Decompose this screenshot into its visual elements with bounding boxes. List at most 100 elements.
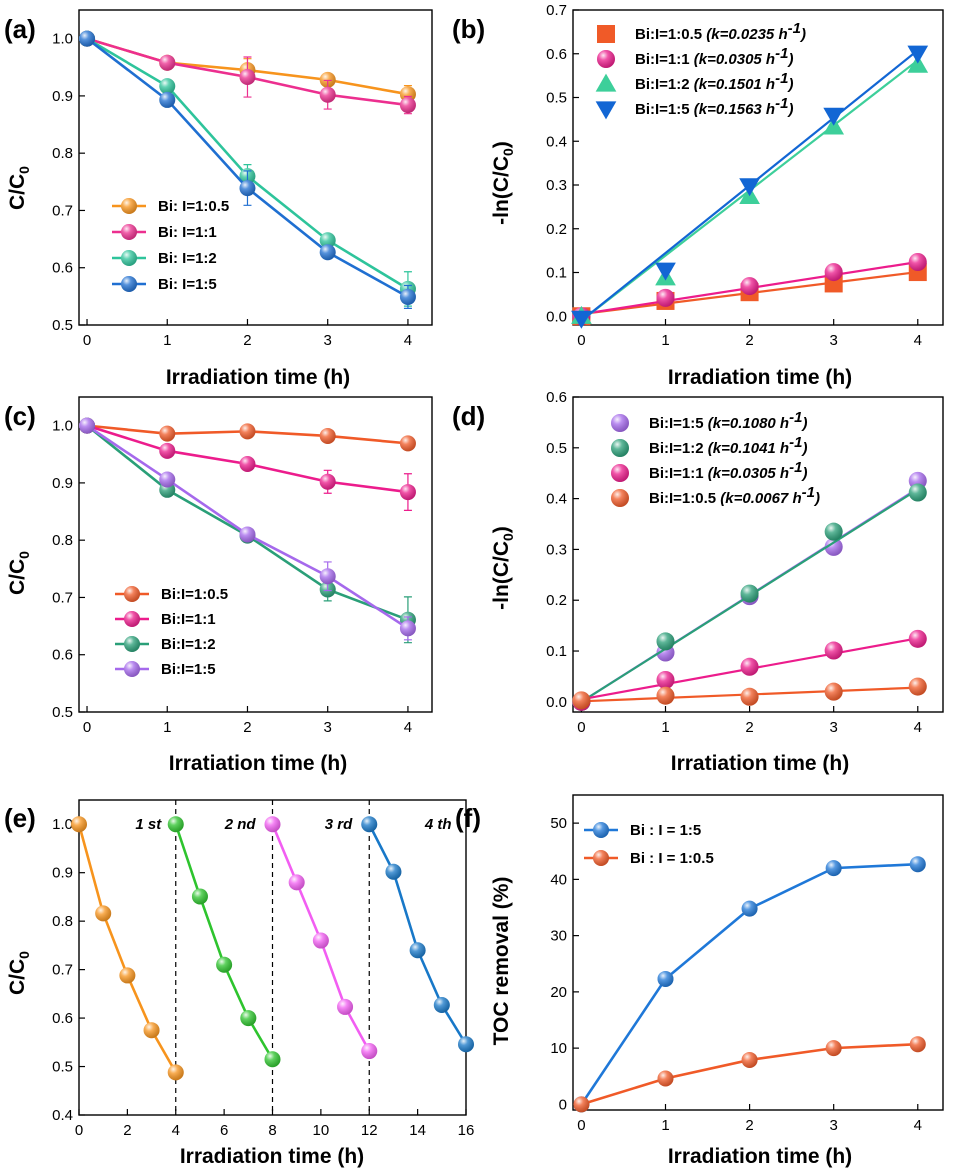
y-tick-label: 0.7 — [52, 589, 73, 606]
series-1 — [572, 483, 927, 711]
data-point-shine — [319, 427, 336, 444]
x-tick-label: 10 — [313, 1122, 330, 1139]
x-tick-label: 4 — [172, 1122, 180, 1139]
y-tick-label: 0.4 — [52, 1107, 73, 1124]
legend-label: Bi:I=1:1 (k=0.0305 h-1) — [635, 45, 793, 68]
y-tick-label: 0.6 — [52, 647, 73, 664]
data-point-shine — [657, 970, 674, 987]
legend-marker-shine — [121, 250, 137, 266]
y-tick-label: 0.7 — [546, 2, 567, 19]
y-tick-label: 0.7 — [52, 202, 73, 219]
y-axis-title: C/C0 — [6, 166, 32, 210]
legend-label: Bi:I=1:1 (k=0.0305 h-1) — [649, 459, 807, 482]
data-point-shine — [319, 232, 336, 249]
y-tick-label: 0.8 — [52, 145, 73, 162]
y-tick-label: 0.7 — [52, 962, 73, 979]
panel-a: 0 1 2 3 4 0.5 0.6 0.7 0.8 0.9 1.0 (a) Irradiation ti… — [4, 9, 433, 389]
data-point-shine — [908, 677, 927, 696]
x-tick-label: 1 — [163, 719, 171, 736]
y-tick-label: 0.6 — [52, 260, 73, 277]
y-tick-label: 0.0 — [546, 308, 567, 325]
data-point-shine — [319, 244, 336, 261]
series-0 — [79, 417, 416, 452]
series-line — [77, 823, 177, 1074]
plot-frame — [78, 396, 433, 713]
y-tick-label: 0.6 — [52, 1010, 73, 1027]
legend-marker-shine — [611, 489, 629, 507]
x-tick-label: 2 — [123, 1122, 131, 1139]
x-tick-label: 0 — [83, 332, 91, 349]
y-tick-label: 1.0 — [52, 418, 73, 435]
legend: Bi:I=1:0.5 Bi:I=1:1 Bi:I=1:2 Bi:I=1:5 — [115, 586, 228, 678]
y-tick-label: 0.1 — [546, 643, 567, 660]
data-point — [823, 107, 845, 126]
x-axis-title: Irradiation time (h) — [668, 1145, 852, 1168]
data-point-shine — [119, 967, 136, 984]
series-0 — [573, 856, 926, 1113]
panel-label: (f) — [455, 803, 481, 833]
y-tick-label: 0.4 — [546, 133, 567, 150]
data-point-shine — [159, 78, 176, 95]
y-axis-title: C/C0 — [6, 551, 32, 595]
series-2 — [264, 816, 378, 1060]
data-point-shine — [95, 905, 112, 922]
data-point-shine — [656, 686, 675, 705]
series-3 — [79, 417, 416, 641]
legend-marker — [595, 73, 617, 92]
data-point-shine — [319, 86, 336, 103]
legend-marker-shine — [121, 198, 137, 214]
y-tick-label: 40 — [550, 871, 567, 888]
panel-label: (c) — [4, 401, 36, 431]
data-point-shine — [319, 473, 336, 490]
data-point-shine — [239, 526, 256, 543]
y-tick-label: 0.1 — [546, 265, 567, 282]
data-point-shine — [319, 568, 336, 585]
x-tick-label: 14 — [409, 1122, 426, 1139]
x-tick-label: 4 — [914, 719, 922, 736]
y-axis-title: TOC removal (%) — [490, 877, 513, 1046]
data-point-shine — [909, 856, 926, 873]
data-point-shine — [399, 97, 416, 114]
data-point-shine — [264, 816, 281, 833]
y-tick-label: 0.9 — [52, 475, 73, 492]
data-point-shine — [264, 1051, 281, 1068]
series-line — [580, 862, 918, 1106]
legend-label: Bi:I=1:5 (k=0.1080 h-1) — [649, 409, 807, 432]
x-tick-label: 3 — [324, 332, 332, 349]
x-tick-label: 0 — [577, 1117, 585, 1134]
data-point-shine — [741, 1051, 758, 1068]
legend-label: Bi:I=1:5 — [161, 661, 216, 678]
y-tick-label: 0.3 — [546, 541, 567, 558]
legend-marker-shine — [611, 414, 629, 432]
y-tick-label: 0.5 — [52, 1059, 73, 1076]
legend: Bi:I=1:5 (k=0.1080 h-1)Bi:I=1:2 (k=0.104… — [611, 409, 820, 507]
plot-frame — [78, 9, 433, 326]
legend-marker — [597, 25, 615, 43]
y-tick-label: 20 — [550, 984, 567, 1001]
data-point-shine — [909, 1036, 926, 1053]
x-axis-title: Irradiation time (h) — [166, 366, 350, 389]
x-tick-label: 1 — [661, 719, 669, 736]
legend-label: Bi : I = 1:5 — [630, 822, 701, 839]
data-point-shine — [741, 900, 758, 917]
data-point-shine — [79, 30, 96, 47]
legend-label: Bi:I=1:2 (k=0.1501 h-1) — [635, 70, 793, 93]
data-point-shine — [79, 417, 96, 434]
data-point-shine — [239, 180, 256, 197]
legend-marker-shine — [597, 50, 615, 68]
legend-label: Bi: I=1:1 — [158, 224, 217, 241]
x-axis-title: Irratiation time (h) — [671, 752, 850, 775]
data-point-shine — [399, 435, 416, 452]
data-point-shine — [239, 456, 256, 473]
data-point-shine — [159, 425, 176, 442]
x-tick-label: 4 — [404, 332, 412, 349]
cycle-label: 1 st — [135, 816, 162, 833]
data-point-shine — [433, 996, 450, 1013]
x-axis-title: Irratiation time (h) — [169, 752, 348, 775]
data-point-shine — [572, 691, 591, 710]
data-point-shine — [216, 956, 233, 973]
y-tick-label: 0.5 — [546, 90, 567, 107]
x-tick-label: 1 — [661, 1117, 669, 1134]
data-point-shine — [385, 863, 402, 880]
y-axis-title: C/C0 — [6, 951, 32, 995]
